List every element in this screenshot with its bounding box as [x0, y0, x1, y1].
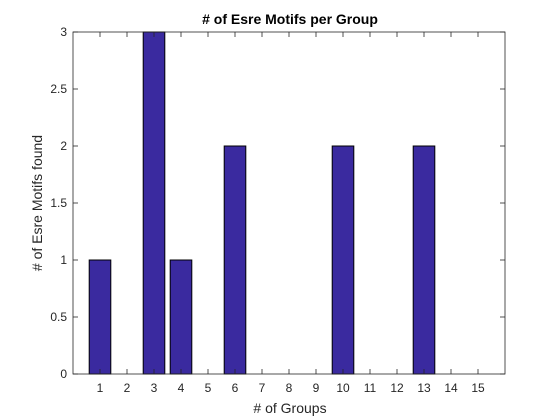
x-tick-label: 15: [471, 381, 485, 395]
bar-6: [223, 145, 247, 375]
x-tick-label: 7: [259, 381, 266, 395]
y-tick-label: 0: [60, 367, 67, 381]
x-tick-label: 5: [205, 381, 212, 395]
bar-13: [412, 145, 436, 375]
y-tick-label: 3: [60, 25, 67, 39]
y-tick-label: 0.5: [50, 310, 67, 324]
x-tick-label: 4: [178, 381, 185, 395]
x-tick-label: 8: [286, 381, 293, 395]
x-tick-label: 14: [444, 381, 458, 395]
bar-1: [88, 259, 112, 375]
x-tick-label: 3: [151, 381, 158, 395]
x-tick-label: 12: [390, 381, 404, 395]
x-tick-label: 9: [313, 381, 320, 395]
x-tick-label: 1: [97, 381, 104, 395]
x-tick-label: 13: [417, 381, 431, 395]
y-tick-label: 2.5: [50, 82, 67, 96]
x-tick-label: 6: [232, 381, 239, 395]
y-tick-label: 1.5: [50, 196, 67, 210]
y-tick-label: 1: [60, 253, 67, 267]
x-tick-label: 11: [364, 381, 377, 395]
x-tick-label: 2: [124, 381, 131, 395]
chart-title: # of Esre Motifs per Group: [202, 11, 378, 27]
bar-3: [142, 31, 166, 375]
x-axis-label: # of Groups: [253, 400, 326, 416]
x-tick-label: 10: [336, 381, 350, 395]
bar-4: [169, 259, 193, 375]
bar-10: [331, 145, 355, 375]
y-tick-label: 2: [60, 139, 67, 153]
plot-background: [73, 32, 505, 374]
y-axis-label: # of Esre Motifs found: [29, 135, 45, 271]
